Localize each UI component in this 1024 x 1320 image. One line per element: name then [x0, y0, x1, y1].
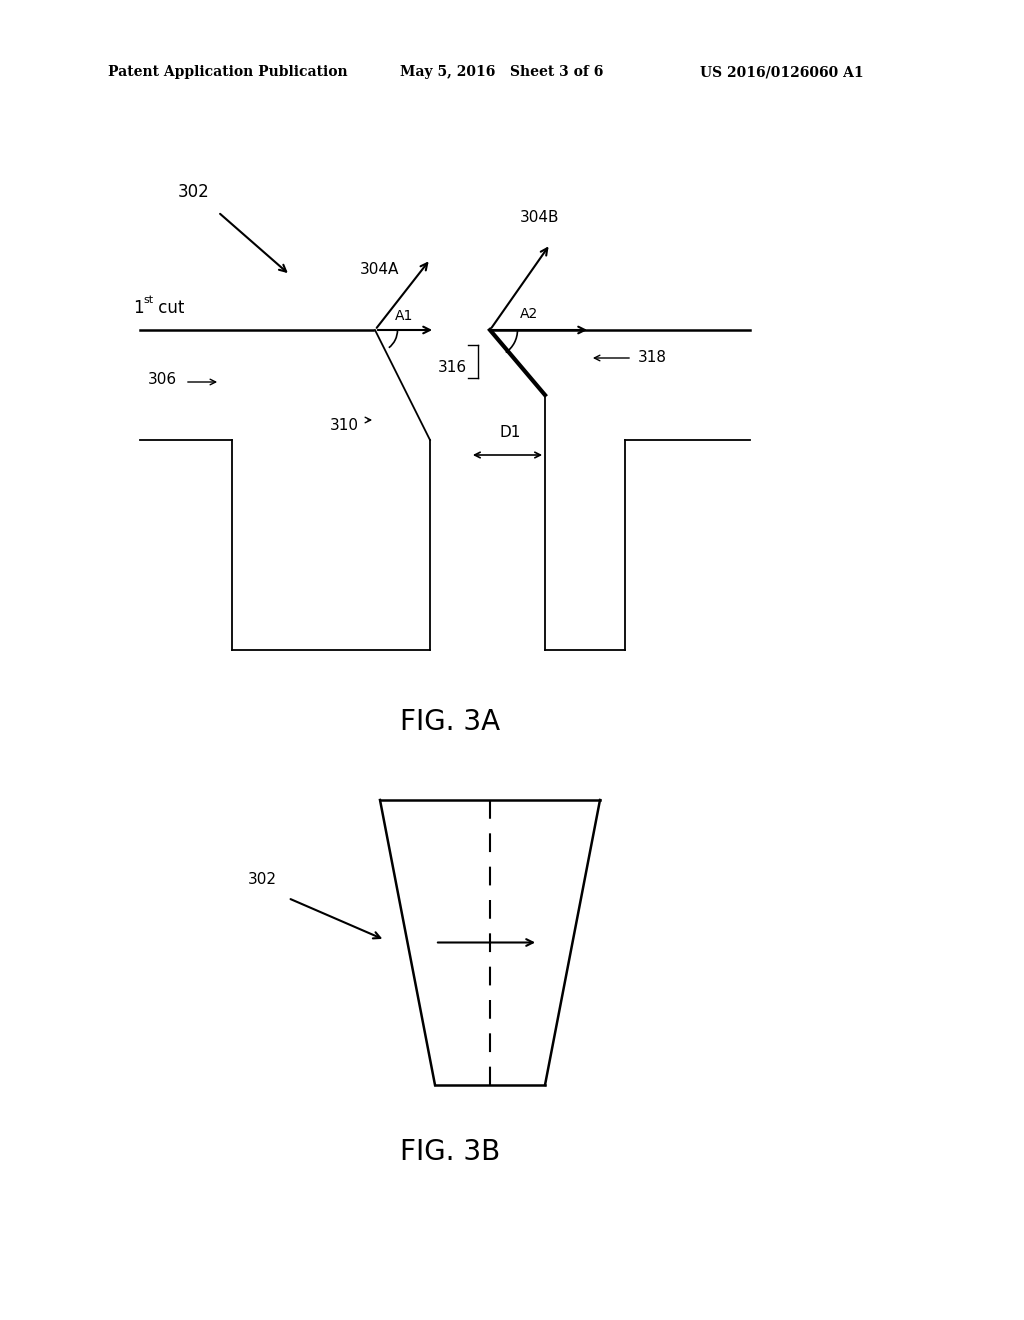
- Text: 1: 1: [133, 300, 143, 317]
- Text: US 2016/0126060 A1: US 2016/0126060 A1: [700, 65, 863, 79]
- Text: FIG. 3A: FIG. 3A: [400, 708, 500, 737]
- Text: 316: 316: [438, 360, 467, 375]
- Text: May 5, 2016   Sheet 3 of 6: May 5, 2016 Sheet 3 of 6: [400, 65, 603, 79]
- Text: 318: 318: [638, 351, 667, 366]
- Text: 302: 302: [248, 873, 278, 887]
- Text: A2: A2: [520, 308, 539, 321]
- Text: 310: 310: [330, 417, 359, 433]
- Text: 306: 306: [148, 372, 177, 388]
- Text: 302: 302: [178, 183, 210, 201]
- Text: cut: cut: [153, 300, 184, 317]
- Text: 304B: 304B: [520, 210, 560, 224]
- Text: 304A: 304A: [360, 263, 399, 277]
- Text: st: st: [143, 294, 154, 305]
- Text: Patent Application Publication: Patent Application Publication: [108, 65, 347, 79]
- Text: D1: D1: [500, 425, 521, 440]
- Text: FIG. 3B: FIG. 3B: [400, 1138, 500, 1166]
- Text: A1: A1: [395, 309, 414, 323]
